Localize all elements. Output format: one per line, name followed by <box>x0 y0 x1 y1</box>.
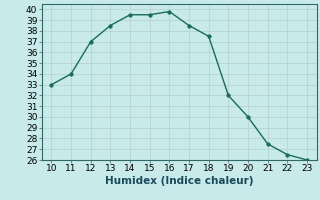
X-axis label: Humidex (Indice chaleur): Humidex (Indice chaleur) <box>105 176 253 186</box>
